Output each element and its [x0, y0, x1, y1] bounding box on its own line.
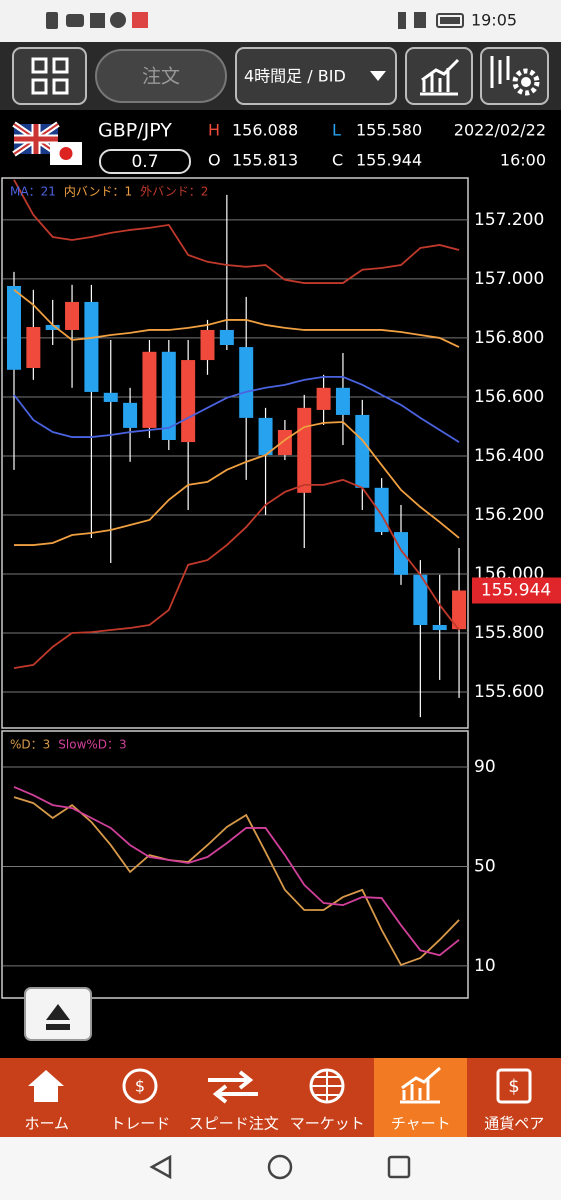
lot-box[interactable]: [99, 149, 191, 174]
candle-body: [258, 417, 273, 456]
svg-text:$: $: [508, 1076, 519, 1097]
collapse-icon: [46, 1004, 70, 1030]
nav-label: トレード: [110, 1115, 170, 1133]
open-value: 155.813: [232, 151, 298, 170]
status-time: 19:05: [471, 11, 517, 30]
candle-body: [335, 387, 350, 415]
y-tick-label: 156.200: [474, 505, 544, 525]
candle-body: [413, 574, 428, 626]
y-tick-label: 157.200: [474, 210, 544, 230]
indicator-line: [13, 179, 460, 284]
oscillator-line: [13, 796, 460, 967]
menu-icon: [31, 57, 69, 95]
y-tick-label: 156.800: [474, 328, 544, 348]
y-tick-label: 155.600: [474, 682, 544, 702]
indicator-line: [13, 478, 460, 669]
date: 2022/02/22: [454, 121, 546, 140]
y-tick-label: 90: [474, 757, 496, 777]
oscillator-panel: [1, 730, 469, 999]
legend-entry: Slow%D：3: [58, 738, 126, 752]
recent-button[interactable]: [387, 1155, 411, 1179]
timeframe-label: 4時間足 / BID: [244, 67, 346, 86]
candle-body: [452, 590, 467, 630]
status-icons: [46, 12, 464, 29]
low-value: 155.580: [356, 121, 422, 140]
candle-body: [142, 351, 157, 428]
low-label: L: [332, 121, 341, 140]
candle-body: [432, 625, 447, 631]
candle-body: [161, 351, 176, 441]
candle-body: [394, 532, 408, 575]
candle-body: [65, 301, 80, 330]
currency-pair: GBP/JPY: [98, 120, 172, 142]
chart-type-icon: [420, 58, 460, 96]
system-nav: [0, 1137, 561, 1200]
home-button[interactable]: [267, 1154, 293, 1180]
nav-label: 通貨ペア: [484, 1115, 544, 1133]
candle-body: [200, 329, 215, 361]
candle-body: [45, 324, 60, 330]
nav-label: マーケット: [290, 1115, 365, 1133]
legend-entry: %D：3: [10, 738, 50, 752]
menu-button[interactable]: [12, 47, 87, 105]
nav-label: スピード注文: [189, 1115, 279, 1133]
candle-body: [297, 407, 312, 493]
y-tick-label: 155.800: [474, 623, 544, 643]
candle-body: [123, 402, 138, 428]
nav-icons: $ $: [28, 1066, 532, 1104]
open-label: O: [208, 151, 221, 170]
last-price-tag: [472, 577, 561, 604]
high-label: H: [208, 121, 220, 140]
nav-label: チャート: [391, 1115, 451, 1133]
legend-entry: 内バンド：1: [64, 185, 132, 199]
y-tick-label: 156.600: [474, 387, 544, 407]
candle-body: [7, 285, 21, 370]
back-button[interactable]: [149, 1154, 172, 1180]
close-value: 155.944: [356, 151, 422, 170]
dropdown-arrow: [370, 71, 386, 81]
last-price-label: 155.944: [481, 581, 551, 601]
candle-body: [26, 327, 41, 369]
legend-entry: MA：21: [10, 185, 56, 199]
nav-label: ホーム: [24, 1115, 69, 1133]
y-tick-label: 156.400: [474, 446, 544, 466]
candle-body: [219, 329, 234, 346]
legend-entry: 外バンド：2: [140, 185, 208, 199]
price-panel: [1, 177, 469, 729]
oscillator-line: [13, 786, 460, 957]
y-tick-label: 50: [474, 856, 496, 876]
candle-body: [316, 387, 331, 410]
svg-text:$: $: [135, 1077, 145, 1096]
indicator-line: [13, 289, 460, 348]
chart-type-button[interactable]: [405, 47, 473, 105]
settings-icon: [490, 56, 540, 96]
candle-body: [355, 414, 370, 488]
bottom-nav: [0, 1058, 561, 1137]
candle-body: [181, 360, 196, 443]
candle-body: [239, 347, 254, 418]
y-tick-label: 10: [474, 956, 496, 976]
lot: 0.7: [131, 152, 158, 172]
close-label: C: [332, 151, 343, 170]
candle-body: [84, 301, 99, 392]
order-label: 注文: [142, 66, 180, 88]
time: 16:00: [500, 151, 546, 170]
y-tick-label: 157.000: [474, 269, 544, 289]
timeframe-selector[interactable]: [235, 47, 397, 105]
indicator-line: [13, 375, 460, 443]
candle-body: [277, 429, 292, 456]
order-button[interactable]: [95, 49, 227, 103]
indicator-line: [14, 421, 460, 546]
candle-body: [103, 392, 118, 402]
jp-flag: [50, 142, 82, 165]
high-value: 156.088: [232, 121, 298, 140]
